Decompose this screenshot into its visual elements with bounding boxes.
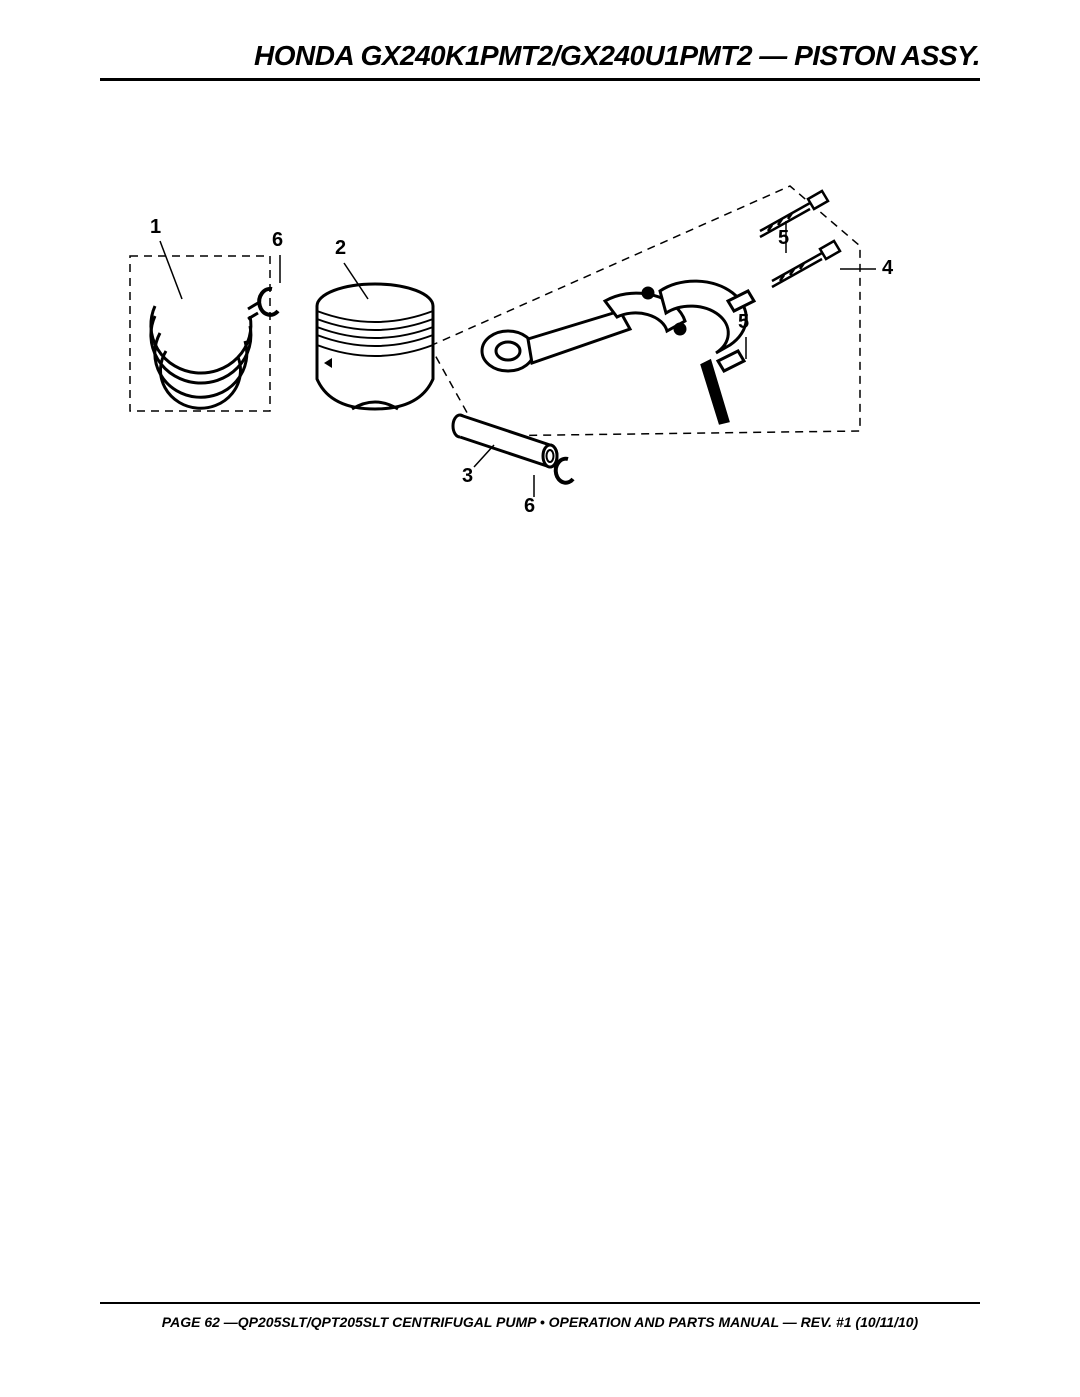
connecting-rod-cap bbox=[660, 281, 754, 423]
page-footer: PAGE 62 —QP205SLT/QPT205SLT CENTRIFUGAL … bbox=[100, 1314, 980, 1330]
title-rule bbox=[100, 78, 980, 81]
callout-5b: 5 bbox=[738, 311, 749, 334]
document-page: HONDA GX240K1PMT2/GX240U1PMT2 — PISTON A… bbox=[100, 40, 980, 1340]
callout-6a: 6 bbox=[272, 229, 283, 252]
callout-4: 4 bbox=[882, 257, 893, 280]
piston-ring-set bbox=[151, 303, 258, 408]
callout-3: 3 bbox=[462, 465, 473, 488]
clip-piston-pin-upper bbox=[259, 289, 278, 315]
rod-bolt-upper bbox=[760, 191, 828, 237]
callout-1: 1 bbox=[150, 216, 161, 239]
piston bbox=[317, 284, 433, 409]
callout-6b: 6 bbox=[524, 495, 535, 518]
footer-rule bbox=[100, 1302, 980, 1304]
connecting-rod bbox=[482, 288, 685, 371]
callout-5a: 5 bbox=[778, 227, 789, 250]
callout-2: 2 bbox=[335, 237, 346, 260]
parts-diagram-svg bbox=[100, 161, 980, 581]
page-title: HONDA GX240K1PMT2/GX240U1PMT2 — PISTON A… bbox=[100, 40, 980, 78]
piston-pin bbox=[453, 415, 557, 467]
piston-assy-diagram: 1 6 2 5 4 5 3 6 bbox=[100, 161, 980, 581]
clip-piston-pin-lower bbox=[556, 459, 573, 483]
